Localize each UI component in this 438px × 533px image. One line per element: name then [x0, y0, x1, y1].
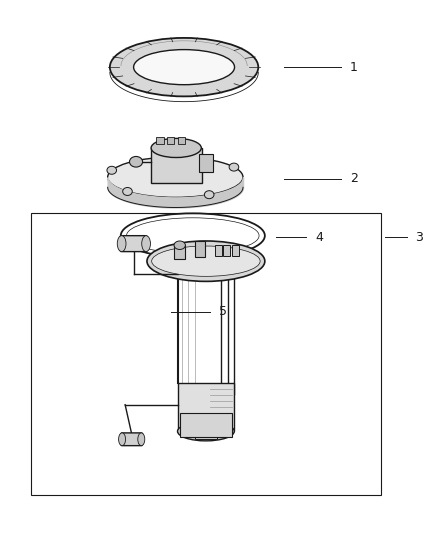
FancyBboxPatch shape: [215, 245, 222, 256]
Ellipse shape: [147, 241, 265, 281]
Text: 1: 1: [350, 61, 358, 74]
Ellipse shape: [205, 191, 214, 199]
FancyBboxPatch shape: [195, 241, 205, 257]
Ellipse shape: [229, 163, 239, 171]
Text: 2: 2: [350, 172, 358, 185]
FancyBboxPatch shape: [174, 245, 185, 259]
Ellipse shape: [152, 246, 260, 276]
Ellipse shape: [138, 433, 145, 446]
FancyBboxPatch shape: [232, 245, 239, 256]
Ellipse shape: [174, 241, 185, 249]
FancyBboxPatch shape: [121, 433, 143, 446]
Ellipse shape: [117, 236, 126, 252]
Bar: [199, 154, 213, 172]
Bar: [166, 138, 174, 144]
Ellipse shape: [130, 157, 143, 167]
Ellipse shape: [159, 154, 168, 161]
Bar: [195, 431, 217, 439]
Ellipse shape: [119, 433, 126, 446]
Ellipse shape: [142, 236, 150, 252]
Ellipse shape: [177, 422, 234, 441]
Ellipse shape: [151, 139, 201, 158]
Text: 3: 3: [416, 231, 424, 244]
Ellipse shape: [123, 188, 132, 196]
Text: 4: 4: [315, 231, 323, 244]
FancyBboxPatch shape: [120, 236, 148, 252]
Text: 5: 5: [219, 305, 227, 318]
Bar: [180, 413, 232, 437]
FancyBboxPatch shape: [223, 245, 230, 256]
Ellipse shape: [134, 50, 234, 85]
FancyBboxPatch shape: [151, 148, 201, 182]
Bar: [31, 213, 381, 495]
Ellipse shape: [108, 157, 243, 197]
Bar: [177, 383, 234, 431]
Ellipse shape: [110, 38, 258, 96]
Bar: [155, 138, 163, 144]
Ellipse shape: [107, 166, 117, 174]
Bar: [177, 138, 185, 144]
